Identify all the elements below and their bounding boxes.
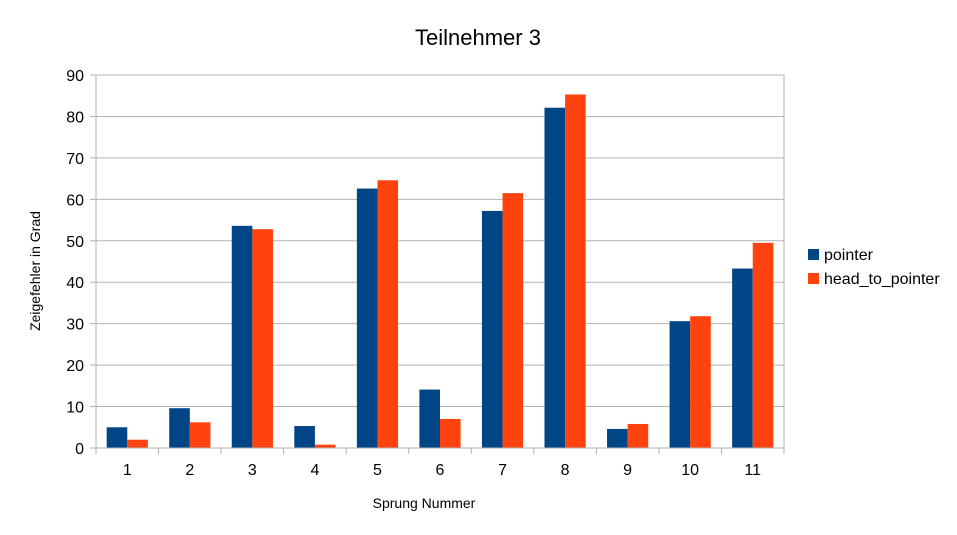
legend-swatch-pointer (808, 249, 819, 260)
bar-pointer-8 (544, 107, 566, 448)
chart-title: Teilnehmer 3 (415, 25, 541, 50)
y-tick-label: 60 (66, 192, 84, 209)
bar-head_to_pointer-11 (752, 242, 774, 448)
y-tick-label: 50 (66, 234, 84, 251)
y-tick-label: 80 (66, 109, 84, 126)
legend-label-pointer: pointer (824, 247, 874, 264)
bar-head_to_pointer-4 (314, 444, 336, 448)
bar-pointer-3 (231, 225, 253, 448)
x-tick-label: 4 (310, 462, 319, 479)
x-tick-label: 8 (561, 462, 570, 479)
x-tick-label: 11 (744, 462, 761, 479)
plot-frame (95, 74, 785, 449)
legend-label-head_to_pointer: head_to_pointer (824, 271, 940, 288)
bar-pointer-7 (481, 210, 503, 448)
bar-pointer-11 (732, 268, 753, 448)
bar-head_to_pointer-1 (127, 439, 148, 448)
y-tick-label: 40 (66, 275, 84, 292)
axes (95, 74, 785, 454)
legend: pointer head_to_pointer (808, 247, 940, 288)
bar-head_to_pointer-7 (502, 193, 524, 448)
x-axis-label: Sprung Nummer (373, 495, 476, 511)
y-tick-label: 0 (75, 441, 84, 458)
y-tick-labels: 0 10 20 30 40 50 60 70 80 90 (66, 68, 84, 458)
bar-head_to_pointer-8 (565, 94, 586, 449)
y-axis-label: Zeigefehler in Grad (27, 211, 43, 331)
bar-head_to_pointer-10 (690, 316, 711, 448)
bars (106, 94, 774, 449)
bar-head_to_pointer-9 (627, 423, 649, 448)
x-tick-labels: 1 2 3 4 5 6 7 8 9 10 11 (123, 462, 761, 479)
x-tick-label: 10 (681, 462, 699, 479)
bar-pointer-2 (169, 408, 190, 448)
x-tick-label: 7 (498, 462, 507, 479)
y-tick-label: 10 (66, 400, 84, 417)
y-tick-label: 20 (66, 358, 84, 375)
bar-pointer-4 (294, 426, 315, 448)
x-tick-label: 5 (373, 462, 382, 479)
x-tick-label: 9 (623, 462, 632, 479)
x-tick-label: 6 (436, 462, 445, 479)
x-tick-label: 3 (248, 462, 257, 479)
bar-pointer-5 (356, 188, 378, 448)
x-tick-label: 2 (185, 462, 194, 479)
bar-pointer-6 (419, 389, 440, 448)
bar-pointer-9 (607, 428, 628, 448)
bar-pointer-10 (669, 321, 691, 448)
bar-head_to_pointer-3 (252, 229, 273, 448)
y-tick-label: 70 (66, 151, 84, 168)
bar-pointer-1 (106, 427, 128, 448)
y-tick-label: 30 (66, 317, 84, 334)
bar-head_to_pointer-2 (189, 422, 211, 448)
x-tick-label: 1 (123, 462, 132, 479)
bar-head_to_pointer-6 (440, 418, 461, 448)
legend-swatch-head_to_pointer (808, 273, 819, 284)
bar-head_to_pointer-5 (377, 180, 399, 448)
y-tick-label: 90 (66, 68, 84, 85)
